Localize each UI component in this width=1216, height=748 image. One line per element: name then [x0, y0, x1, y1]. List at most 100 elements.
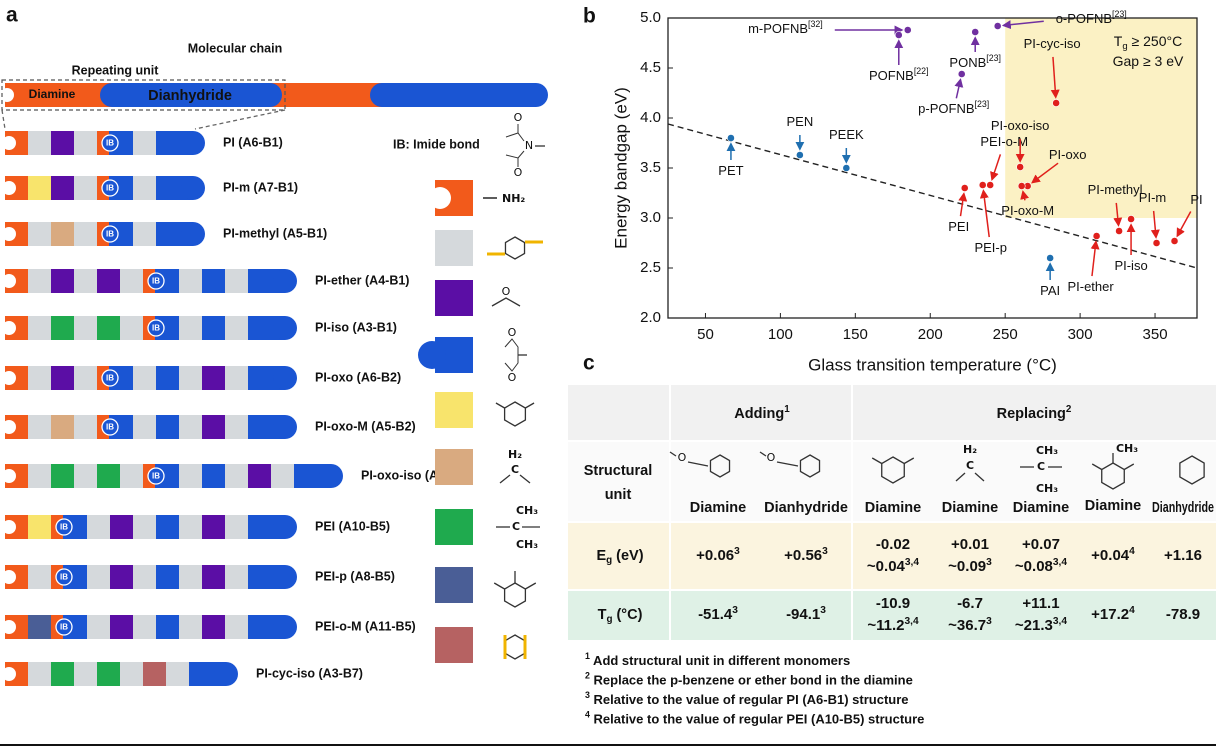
- row-header: Structural: [584, 463, 653, 479]
- text-part: 4: [1129, 605, 1135, 616]
- text-part: 1: [585, 651, 590, 661]
- point: [971, 28, 980, 36]
- text-part: (°C): [612, 607, 642, 623]
- text-part: +0.01: [951, 536, 989, 553]
- point-label: PONB[23]: [949, 53, 1001, 70]
- x-tick-label: 350: [1143, 326, 1168, 343]
- unit-block: [28, 222, 51, 246]
- label-name: PEI-o-M: [980, 134, 1028, 149]
- unit-block: [110, 615, 133, 639]
- chain-title: Molecular chain: [188, 41, 282, 55]
- text-part: 2: [585, 671, 590, 681]
- text-part: E: [596, 548, 606, 564]
- text-part: -10.9: [876, 595, 910, 612]
- text-part: -51.4: [698, 606, 733, 623]
- text-part: +11.1: [1022, 595, 1059, 612]
- point: [1127, 215, 1135, 223]
- unit-block: [202, 316, 225, 340]
- end-cap: [273, 515, 297, 539]
- bond: [955, 472, 966, 482]
- text-part: +1.16: [1164, 547, 1202, 564]
- point: [894, 31, 903, 39]
- unit-block: [120, 662, 143, 686]
- cell-value: -10.9: [876, 595, 910, 612]
- unit-block: [225, 464, 248, 488]
- unit-block: [179, 269, 202, 293]
- end-cap: [214, 662, 238, 686]
- label-name: PI-iso: [1114, 258, 1147, 273]
- atom: CH₃: [1036, 444, 1058, 457]
- chain-dianhydride-label: Dianhydride: [148, 88, 232, 104]
- label-name: PET: [718, 163, 743, 178]
- legend-block: [435, 392, 473, 428]
- unit-block: [225, 366, 248, 390]
- cell-value: ~36.73: [948, 616, 992, 634]
- atom: C: [1037, 460, 1045, 473]
- column-header: Diamine: [1013, 500, 1069, 516]
- polymer-label: PI-m (A7-B1): [223, 180, 298, 194]
- label-ref: [32]: [808, 19, 823, 29]
- notch: [0, 88, 14, 102]
- atom: C: [966, 459, 974, 472]
- end-cap: [319, 464, 343, 488]
- text-part: 4: [1129, 546, 1135, 557]
- text-part: ~0.04: [867, 558, 906, 575]
- unit-block: [28, 366, 51, 390]
- polymer-label: PI-oxo-M (A5-B2): [315, 419, 416, 433]
- x-tick-label: 150: [843, 326, 868, 343]
- text-part: +0.04: [1091, 547, 1130, 564]
- notch: [2, 570, 16, 584]
- point: [986, 181, 995, 189]
- unit-block: [74, 662, 97, 686]
- unit-block: [74, 464, 97, 488]
- cell-value: -51.43: [698, 605, 738, 623]
- y-tick-label: 4.0: [640, 109, 661, 126]
- unit-block: [133, 565, 156, 589]
- bond: [519, 474, 531, 484]
- point-label: PI: [1190, 192, 1202, 207]
- polymer-label: PEI (A10-B5): [315, 519, 390, 533]
- unit-block: [189, 662, 212, 686]
- repeat-box: [1, 79, 286, 111]
- unit-block: [133, 615, 156, 639]
- bond: [525, 582, 537, 590]
- label-name: PI-methyl: [1088, 182, 1143, 197]
- unit-block: [74, 131, 97, 155]
- atom: C: [511, 463, 519, 476]
- atom: O: [502, 285, 511, 298]
- text-part: Adding: [734, 406, 784, 422]
- label-arrow: [1090, 240, 1100, 277]
- unit-block: [225, 415, 248, 439]
- highlight-label: Tg ≥ 250°C: [1114, 33, 1182, 52]
- label-ref: [23]: [1112, 9, 1127, 19]
- point: [1017, 182, 1026, 190]
- text-part: Replacing: [997, 406, 1066, 422]
- column-header: Dianhydride: [1152, 500, 1214, 516]
- atom: O: [508, 371, 517, 384]
- benzene: [504, 236, 526, 260]
- table-struct-bg: [568, 441, 1216, 522]
- text-part: ~36.7: [948, 617, 986, 634]
- text-part: +17.2: [1091, 606, 1129, 623]
- text-part: Relative to the value of regular PEI (A1…: [590, 712, 924, 727]
- imide-label: IB: [60, 623, 68, 632]
- guide: [194, 109, 286, 130]
- point: [957, 70, 966, 78]
- x-tick-label: 200: [918, 326, 943, 343]
- imide-label: IB: [106, 230, 114, 239]
- end-cap: [273, 269, 297, 293]
- unit-block: [120, 269, 143, 293]
- label-ref: [22]: [914, 66, 929, 76]
- end-cap: [273, 565, 297, 589]
- point-label: PI-iso: [1114, 258, 1147, 273]
- unit-block: [225, 565, 248, 589]
- text-part: g: [606, 555, 612, 566]
- imide-bond: [101, 225, 119, 243]
- point-label: PI-cyc-iso: [1024, 36, 1081, 51]
- text-part: +0.07: [1022, 536, 1060, 553]
- bond: [776, 461, 799, 467]
- point-label: o-POFNB[23]: [1056, 9, 1127, 26]
- column-header: Diamine: [690, 500, 746, 516]
- row-label: Tg (°C): [598, 607, 643, 625]
